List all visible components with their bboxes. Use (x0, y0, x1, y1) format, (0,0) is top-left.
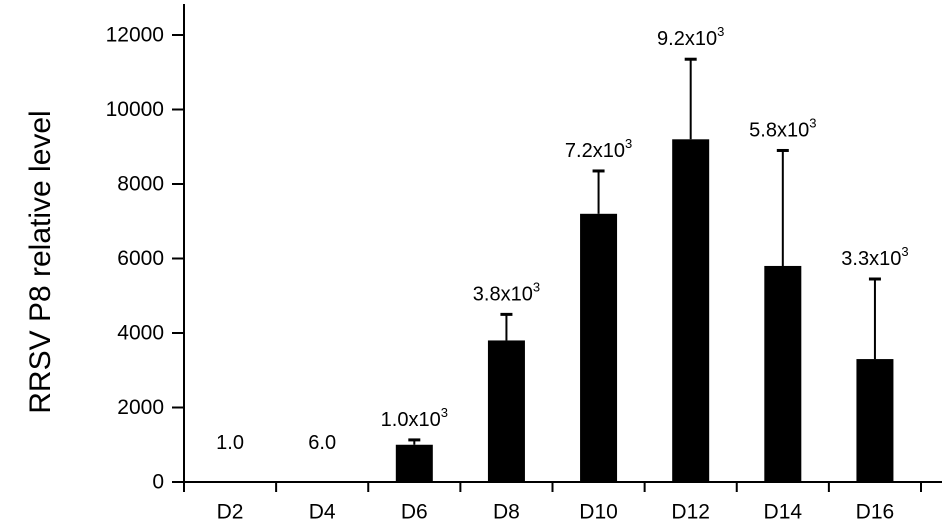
y-tick-label: 2000 (117, 396, 164, 419)
label-exponent: 3 (809, 115, 816, 130)
bar-value-label: 3.8x103 (473, 279, 540, 306)
label-exponent: 3 (625, 135, 632, 150)
label-mantissa: 3.3x10 (841, 248, 901, 270)
bar-d8 (487, 340, 525, 482)
x-tick-label: D4 (309, 501, 336, 524)
bar-d16 (856, 359, 894, 482)
bars (395, 57, 894, 483)
y-tick-label: 6000 (117, 247, 164, 270)
label-mantissa: 7.2x10 (565, 140, 625, 162)
y-tick-label: 8000 (117, 173, 164, 196)
label-exponent: 3 (533, 279, 540, 294)
x-tick-label: D12 (671, 501, 710, 524)
label-mantissa: 9.2x10 (657, 28, 717, 50)
label-exponent: 3 (901, 243, 908, 258)
x-tick-label: D14 (764, 501, 803, 524)
y-tick-label: 0 (152, 471, 164, 494)
bar-d14 (764, 265, 802, 482)
label-exponent: 3 (441, 404, 448, 419)
label-mantissa: 1.0 (216, 432, 244, 454)
bar-value-label: 1.0x103 (381, 404, 448, 431)
label-mantissa: 5.8x10 (749, 119, 809, 141)
bar-value-label: 5.8x103 (749, 115, 816, 142)
y-tick-label: 4000 (117, 322, 164, 345)
label-exponent: 3 (717, 24, 724, 39)
x-tick-label: D6 (401, 501, 428, 524)
bar-value-label: 7.2x103 (565, 135, 632, 162)
label-mantissa: 6.0 (308, 432, 336, 454)
x-tick-label: D10 (579, 501, 618, 524)
bar-d12 (672, 139, 710, 483)
bar-value-label: 3.3x103 (841, 243, 908, 270)
bar-value-label: 9.2x103 (657, 24, 724, 51)
bar-value-labels: 1.0 6.01.0x1033.8x1037.2x1039.2x1035.8x10… (216, 24, 908, 454)
label-mantissa: 3.8x10 (473, 283, 533, 305)
bar-value-label: 1.0 (216, 432, 244, 454)
bar-d10 (580, 213, 618, 483)
y-tick-label: 10000 (106, 98, 164, 121)
y-axis: 0 2000 4000 6000 8000 10000 12000 (106, 4, 185, 494)
x-axis: D2 D4 D6 D8 D10 D12 D14 D16 (172, 481, 942, 524)
y-tick-label: 12000 (106, 24, 164, 47)
x-tick-label: D16 (856, 501, 895, 524)
x-tick-label: D2 (217, 501, 244, 524)
x-tick-label: D8 (493, 501, 520, 524)
bar-value-label: 6.0 (308, 432, 336, 454)
bar-d6 (395, 444, 433, 482)
y-axis-label: RRSV P8 relative level (24, 110, 57, 413)
label-mantissa: 1.0x10 (381, 409, 441, 431)
